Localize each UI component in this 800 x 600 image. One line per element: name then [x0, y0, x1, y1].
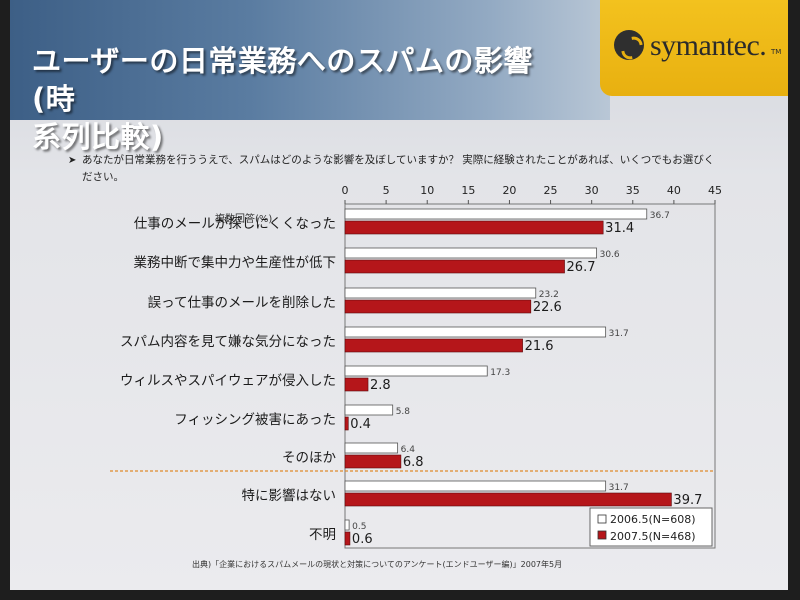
legend-box: [589, 507, 713, 547]
bar-2006: [344, 480, 607, 492]
value-label-2007: 0.6: [352, 532, 373, 547]
x-tick-label: 20: [502, 184, 516, 197]
value-label-2006: 0.5: [352, 522, 366, 532]
bar-2007: [344, 299, 532, 314]
logo-tm: TM: [771, 48, 782, 56]
category-label: 仕事のメールが探しにくくなった: [134, 216, 336, 232]
bar-2007: [344, 492, 672, 507]
bar-2007: [344, 531, 351, 546]
x-tick-label: 5: [383, 184, 390, 197]
source-note: 出典)「企業におけるスパムメールの現状と対策についてのアンケート(エンドユーザー…: [192, 560, 563, 569]
x-tick-label: 40: [667, 184, 681, 197]
bar-2007: [344, 416, 349, 431]
bar-2007: [344, 338, 523, 353]
value-label-2006: 36.7: [650, 211, 670, 221]
bar-2006: [344, 247, 598, 259]
x-tick-label: 25: [544, 184, 558, 197]
x-tick-label: 15: [461, 184, 475, 197]
value-label-2007: 39.7: [673, 493, 702, 508]
bar-2006: [344, 287, 537, 299]
bar-2006: [344, 326, 607, 338]
legend-label-2006: 2006.5(N=608): [610, 513, 696, 526]
question-text: あなたが日常業務を行ううえで、スパムはどのような影響を及ぼしていますか？ 実際に…: [82, 154, 715, 183]
category-label: 特に影響はない: [242, 487, 337, 504]
category-label: 業務中断で集中力や生産性が低下: [134, 255, 337, 271]
bar-2007: [344, 377, 369, 392]
x-tick-label: 45: [708, 184, 722, 197]
x-tick-label: 0: [342, 184, 349, 197]
value-label-2006: 5.8: [396, 407, 411, 417]
value-label-2006: 6.4: [401, 445, 416, 455]
value-label-2007: 2.8: [370, 378, 391, 393]
category-label: スパム内容を見て嫌な気分になった: [120, 333, 336, 350]
value-label-2006: 30.6: [600, 250, 620, 260]
value-label-2007: 22.6: [533, 300, 562, 315]
value-label-2007: 0.4: [350, 417, 371, 432]
symantec-logo: symantec. TM: [600, 0, 788, 96]
bar-2006: [344, 208, 648, 220]
bar-2007: [344, 454, 402, 469]
unit-label: 複数回答(%): [215, 212, 272, 225]
bar-2006: [344, 442, 399, 454]
value-label-2006: 31.7: [609, 483, 629, 493]
value-label-2007: 26.7: [567, 260, 596, 275]
value-label-2006: 23.2: [539, 290, 559, 300]
category-label: そのほか: [282, 450, 336, 466]
category-label: フィッシング被害にあった: [174, 412, 336, 428]
x-tick-label: 35: [626, 184, 640, 197]
title-banner: ユーザーの日常業務へのスパムの影響(時 系列比較): [10, 0, 610, 154]
chevron-right-icon: ➤: [68, 155, 77, 166]
logo-text: symantec.: [650, 29, 767, 62]
legend-label-2007: 2007.5(N=468): [610, 530, 696, 543]
value-label-2007: 31.4: [605, 221, 634, 236]
value-label-2007: 21.6: [525, 339, 554, 354]
category-label: 誤って仕事のメールを削除した: [148, 295, 336, 311]
bar-2007: [344, 220, 604, 235]
bar-2007: [344, 259, 565, 274]
x-tick-label: 30: [585, 184, 599, 197]
slide: ユーザーの日常業務へのスパムの影響(時 系列比較) symantec. TM ➤…: [10, 0, 788, 590]
legend-swatch-2007: [597, 530, 607, 540]
bar-2006: [344, 519, 350, 531]
value-label-2006: 17.3: [490, 368, 510, 378]
value-label-2006: 31.7: [609, 329, 629, 339]
bar-chart: 0 5 10 15 20 25 30 35 40 45 複数回答(%)仕事のメールが探しにくくなった…: [110, 184, 722, 549]
x-tick-label: 10: [420, 184, 434, 197]
legend-swatch-2006: [597, 514, 607, 524]
bar-2006: [344, 404, 394, 416]
category-label: 不明: [309, 527, 336, 543]
survey-question: ➤ あなたが日常業務を行ううえで、スパムはどのような影響を及ぼしていますか？ 実際…: [68, 152, 722, 185]
slide-title: ユーザーの日常業務へのスパムの影響(時 系列比較): [32, 44, 533, 154]
bar-2006: [344, 365, 488, 377]
category-label: ウィルスやスパイウェアが侵入した: [120, 372, 336, 389]
symantec-logo-icon: [614, 30, 644, 60]
value-label-2007: 6.8: [403, 455, 424, 470]
